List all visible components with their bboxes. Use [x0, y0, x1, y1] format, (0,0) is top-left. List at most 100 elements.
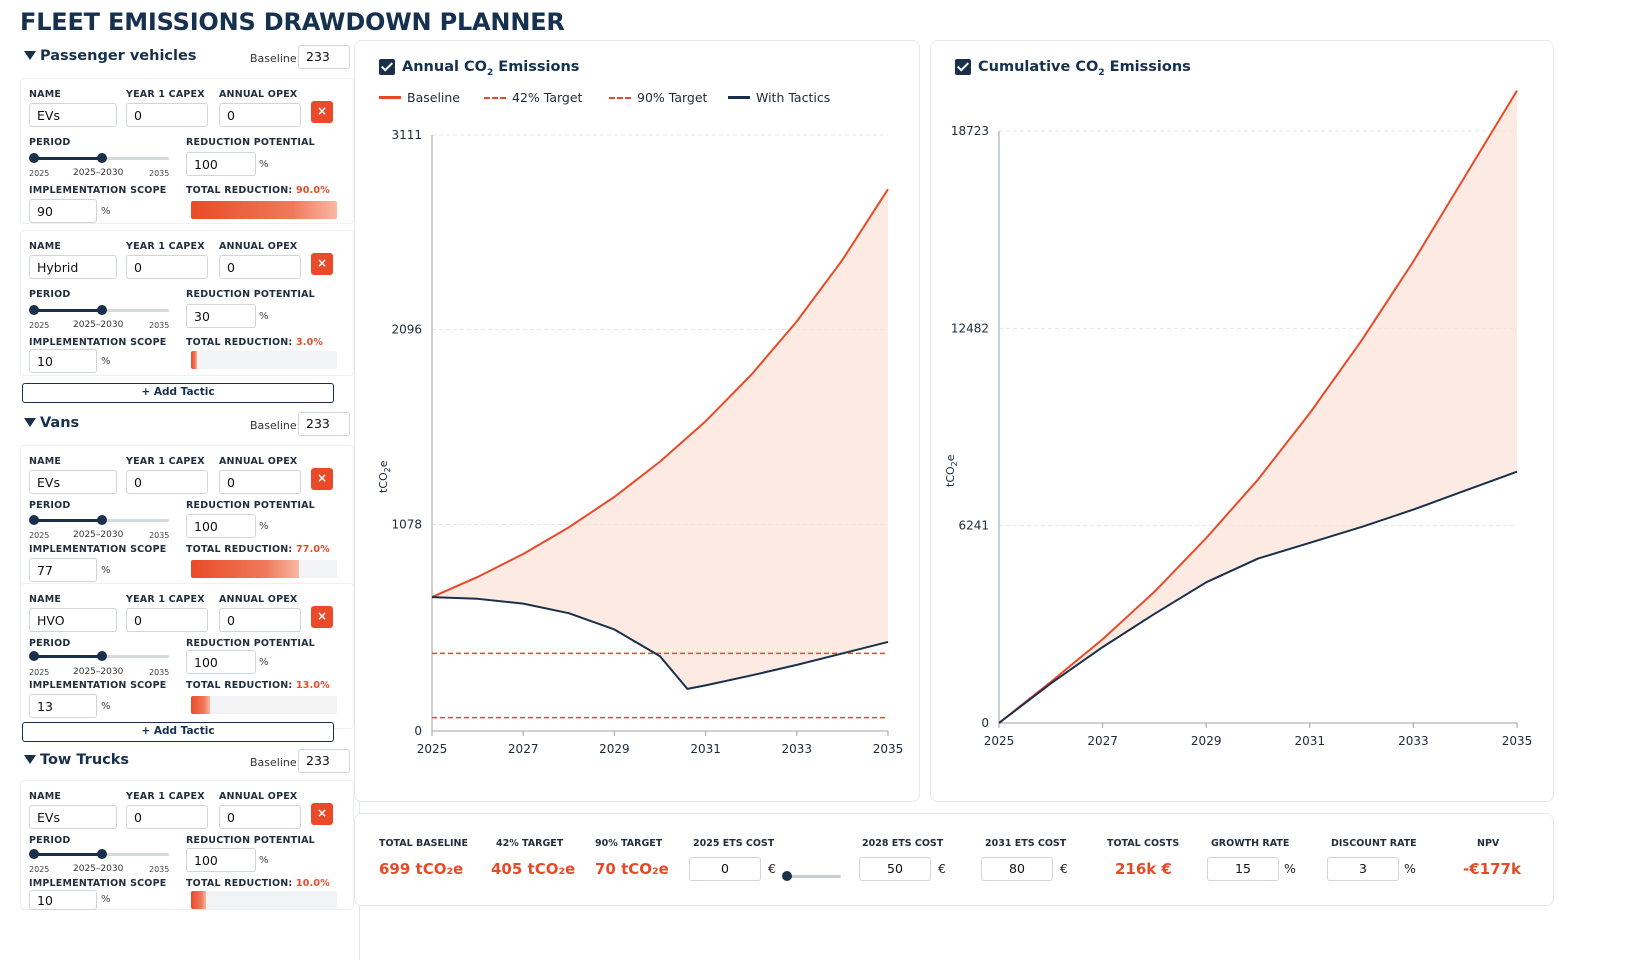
slider-end-handle[interactable] [97, 651, 107, 661]
capex-input[interactable]: 0 [126, 805, 208, 829]
slider-end-handle[interactable] [97, 305, 107, 315]
tactic-name-input[interactable]: HVO [29, 608, 117, 632]
name-label: NAME [29, 89, 62, 100]
slider-start-handle[interactable] [29, 849, 39, 859]
total-reduction-bar [191, 201, 337, 219]
tactic-name-input[interactable]: EVs [29, 805, 117, 829]
reduction-potential-input[interactable]: 100 [186, 848, 256, 872]
capex-input[interactable]: 0 [126, 103, 208, 127]
slider-start-handle[interactable] [29, 153, 39, 163]
baseline-input[interactable]: 233 [298, 749, 350, 773]
reduction-potential-input[interactable]: 100 [186, 514, 256, 538]
scope-label: IMPLEMENTATION SCOPE [29, 544, 167, 555]
slider-end-handle[interactable] [97, 849, 107, 859]
slider-start-handle[interactable] [29, 305, 39, 315]
tactic-name-input[interactable]: EVs [29, 103, 117, 127]
delete-tactic-button[interactable]: × [311, 101, 333, 123]
tactic-card: NAME YEAR 1 CAPEX ANNUAL OPEX EVs 0 0 × … [20, 780, 354, 910]
add-tactic-button[interactable]: + Add Tactic [22, 383, 334, 403]
baseline-line [998, 90, 1518, 724]
reduction-potential-label: REDUCTION POTENTIAL [186, 835, 315, 846]
delete-tactic-button[interactable]: × [311, 606, 333, 628]
period-label: PERIOD [29, 500, 71, 511]
group-header[interactable]: Vans Baseline: 233 [14, 407, 354, 441]
opex-input[interactable]: 0 [219, 805, 301, 829]
opex-label: ANNUAL OPEX [219, 241, 298, 252]
y-tick-label: 1078 [391, 517, 422, 531]
ets2031-input[interactable]: 80 [981, 857, 1053, 881]
y-axis-label: tCO2e [944, 454, 959, 487]
slider-start-handle[interactable] [29, 515, 39, 525]
target42-label: 42% TARGET [496, 838, 564, 849]
period-end: 2035 [149, 169, 170, 178]
scope-input[interactable]: 10 [29, 890, 97, 910]
delete-tactic-button[interactable]: × [311, 803, 333, 825]
tactic-name-input[interactable]: EVs [29, 470, 117, 494]
total-reduction-bar [191, 696, 337, 714]
baseline-input[interactable]: 233 [298, 412, 350, 436]
scope-input[interactable]: 77 [29, 558, 97, 582]
total-reduction-bar-fill [191, 201, 337, 219]
y-tick-label: 0 [414, 724, 422, 738]
scope-input[interactable]: 10 [29, 349, 97, 373]
group-header[interactable]: Passenger vehicles Baseline: 233 [14, 40, 354, 74]
total-reduction-label: TOTAL REDUCTION: 77.0% [186, 544, 330, 555]
delete-tactic-button[interactable]: × [311, 468, 333, 490]
period-slider[interactable] [29, 515, 169, 525]
percent-unit: % [101, 356, 111, 367]
x-tick-label: 2029 [599, 742, 630, 756]
discount-rate-input[interactable]: 3 [1327, 857, 1399, 881]
capex-input[interactable]: 0 [126, 608, 208, 632]
add-tactic-button[interactable]: + Add Tactic [22, 722, 334, 742]
ets2031-unit: € [1060, 861, 1068, 876]
opex-input[interactable]: 0 [219, 608, 301, 632]
capex-input[interactable]: 0 [126, 255, 208, 279]
collapse-caret-icon[interactable] [24, 418, 36, 427]
tactic-name-input[interactable]: Hybrid [29, 255, 117, 279]
period-slider[interactable] [29, 153, 169, 163]
x-tick-label: 2031 [1295, 734, 1326, 748]
collapse-caret-icon[interactable] [24, 755, 36, 764]
ets2025-slider[interactable] [782, 871, 841, 881]
x-tick-label: 2029 [1191, 734, 1222, 748]
capex-input[interactable]: 0 [126, 470, 208, 494]
total-reduction-bar-fill [191, 351, 197, 369]
ets2025-input[interactable]: 0 [689, 857, 761, 881]
opex-input[interactable]: 0 [219, 103, 301, 127]
percent-unit: % [259, 521, 269, 532]
period-slider[interactable] [29, 651, 169, 661]
reduction-potential-input[interactable]: 100 [186, 650, 256, 674]
slider-end-handle[interactable] [97, 515, 107, 525]
period-label: PERIOD [29, 137, 71, 148]
cumulative-chart-checkbox[interactable] [955, 59, 971, 75]
delete-tactic-button[interactable]: × [311, 253, 333, 275]
slider-fill [33, 519, 101, 522]
ets2025-slider-handle[interactable] [782, 871, 792, 881]
group-header[interactable]: Tow Trucks Baseline: 233 [14, 744, 354, 778]
opex-input[interactable]: 0 [219, 470, 301, 494]
baseline-label: Baseline: [250, 419, 301, 432]
period-slider[interactable] [29, 849, 169, 859]
baseline-label: Baseline: [250, 52, 301, 65]
group-tow-trucks: Tow Trucks Baseline: 233 NAME YEAR 1 CAP… [14, 744, 354, 960]
scope-input[interactable]: 13 [29, 694, 97, 718]
reduction-potential-input[interactable]: 30 [186, 304, 256, 328]
name-label: NAME [29, 241, 62, 252]
period-end: 2035 [149, 321, 170, 330]
collapse-caret-icon[interactable] [24, 51, 36, 60]
annual-chart-checkbox[interactable] [379, 59, 395, 75]
scope-label: IMPLEMENTATION SCOPE [29, 878, 167, 889]
percent-unit: % [259, 855, 269, 866]
slider-end-handle[interactable] [97, 153, 107, 163]
group-passenger-vehicles: Passenger vehicles Baseline: 233 NAME YE… [14, 40, 354, 405]
baseline-input[interactable]: 233 [298, 45, 350, 69]
reduction-potential-input[interactable]: 100 [186, 152, 256, 176]
growth-rate-input[interactable]: 15 [1207, 857, 1279, 881]
total-baseline-value: 699 tCO₂e [379, 860, 464, 878]
period-slider[interactable] [29, 305, 169, 315]
scope-input[interactable]: 90 [29, 199, 97, 223]
ets2028-input[interactable]: 50 [859, 857, 931, 881]
opex-input[interactable]: 0 [219, 255, 301, 279]
cumulative-chart-title: Cumulative CO2 Emissions [978, 59, 1191, 78]
slider-start-handle[interactable] [29, 651, 39, 661]
